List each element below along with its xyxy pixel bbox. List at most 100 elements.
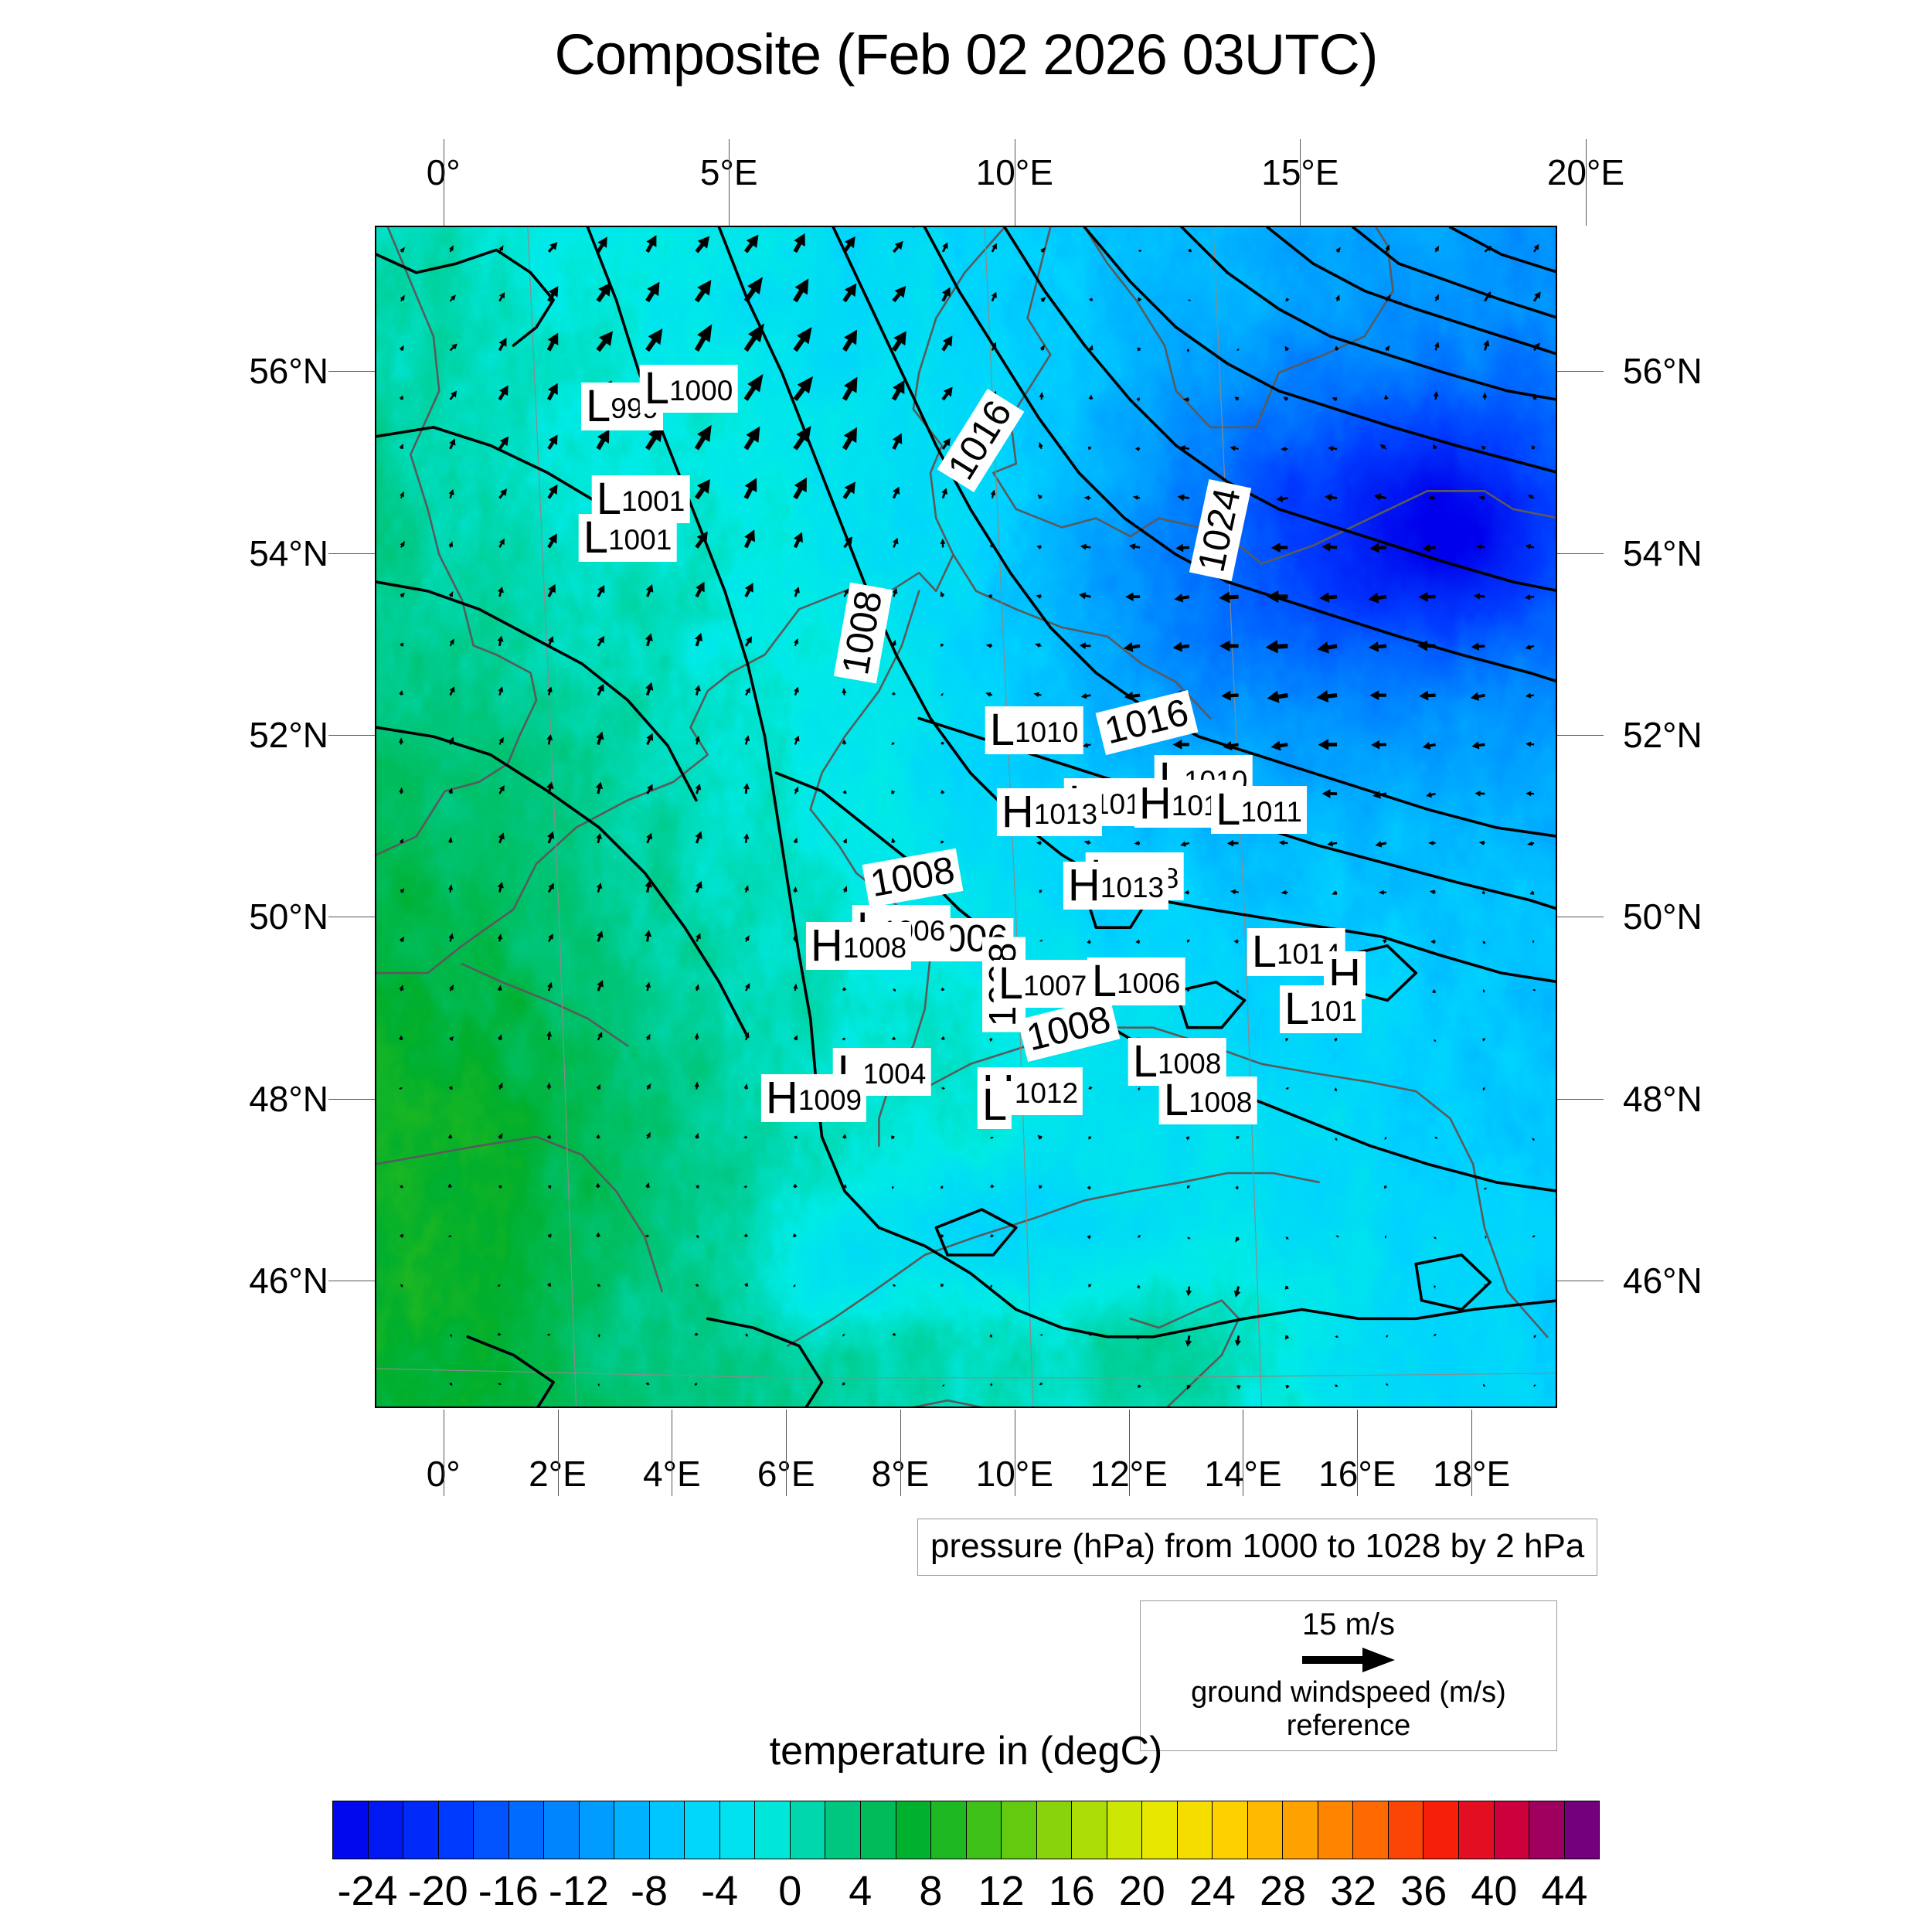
left-tick-label: 48°N xyxy=(249,1078,328,1119)
wind-arrow xyxy=(498,385,509,401)
wind-arrow xyxy=(1382,939,1387,944)
wind-arrow xyxy=(1124,691,1141,701)
weather-map[interactable]: 10161024100810161008-100610081008L999L10… xyxy=(375,226,1557,1408)
wind-arrow xyxy=(743,1185,748,1189)
wind-arrow xyxy=(1529,890,1535,895)
wind-arrow xyxy=(1088,298,1094,301)
wind-arrow xyxy=(597,683,604,696)
wind-arrow xyxy=(1186,1185,1191,1189)
wind-arrow xyxy=(400,1284,403,1288)
pressure-system-type: L xyxy=(1091,956,1117,1006)
wind-arrow xyxy=(1432,988,1437,994)
wind-arrow xyxy=(694,1032,699,1040)
colorbar-tick-label: -12 xyxy=(548,1868,609,1914)
pressure-system-type: L xyxy=(644,363,669,413)
wind-arrow xyxy=(1088,394,1094,400)
colorbar-cell xyxy=(1283,1801,1318,1859)
pressure-system-value: 1010 xyxy=(1014,716,1079,748)
wind-arrow xyxy=(842,427,857,451)
left-tick-mark xyxy=(328,735,375,736)
wind-arrow xyxy=(794,638,799,647)
wind-arrow xyxy=(1471,642,1485,651)
wind-arrow xyxy=(940,987,945,992)
wind-arrow xyxy=(1088,1136,1092,1141)
wind-arrow xyxy=(940,643,944,648)
wind-arrow xyxy=(1369,690,1386,700)
wind-arrow xyxy=(1524,594,1535,600)
wind-arrow xyxy=(450,1333,453,1338)
wind-arrow xyxy=(1223,740,1239,750)
wind-arrow xyxy=(1087,939,1091,944)
wind-arrow xyxy=(1033,692,1042,698)
colorbar-cell xyxy=(544,1801,580,1859)
wind-arrow xyxy=(792,934,798,942)
wind-arrow xyxy=(1079,592,1091,600)
colorbar-cell xyxy=(474,1801,509,1859)
low-pressure-label: L1011 xyxy=(1211,786,1307,834)
wind-arrow xyxy=(1039,392,1044,400)
wind-arrow xyxy=(1321,543,1338,552)
wind-arrow xyxy=(1482,1087,1486,1091)
colorbar-cell xyxy=(403,1801,439,1859)
wind-arrow xyxy=(498,1185,502,1189)
wind-arrow xyxy=(1083,495,1091,501)
wind-arrow xyxy=(892,537,899,548)
wind-arrow xyxy=(399,1233,403,1238)
wind-arrow xyxy=(399,690,404,696)
map-overlays xyxy=(376,227,1556,1406)
wind-arrow xyxy=(1285,1037,1289,1042)
colorbar-cell xyxy=(333,1801,369,1859)
wind-arrow xyxy=(1419,690,1436,701)
right-tick-mark xyxy=(1557,735,1604,736)
wind-arrow xyxy=(1482,988,1485,994)
wind-arrow xyxy=(1088,1284,1092,1288)
wind-arrow xyxy=(1088,1333,1094,1336)
wind-arrow xyxy=(1136,1335,1141,1340)
pressure-system-value: 1007 xyxy=(1022,970,1087,1002)
wind-arrow xyxy=(743,529,756,549)
wind-arrow xyxy=(793,837,798,844)
wind-arrow xyxy=(744,583,753,598)
wind-arrow xyxy=(1270,543,1288,553)
colorbar-tick-label: -4 xyxy=(701,1868,739,1914)
wind-arrow xyxy=(1531,445,1536,450)
colorbar-cell xyxy=(1494,1801,1530,1859)
wind-arrow xyxy=(1285,1384,1290,1389)
wind-arrow xyxy=(645,1182,650,1189)
wind-arrow xyxy=(497,882,504,893)
colorbar-tick-label: 12 xyxy=(978,1868,1025,1914)
wind-arrow xyxy=(645,633,653,647)
wind-arrow xyxy=(1186,1236,1192,1240)
wind-arrow xyxy=(1088,345,1094,351)
wind-arrow xyxy=(1123,641,1141,652)
wind-arrow xyxy=(597,1333,600,1338)
wind-legend-caption: ground windspeed (m/s) reference xyxy=(1191,1676,1506,1742)
wind-arrow xyxy=(1373,493,1387,502)
wind-arrow xyxy=(941,287,951,302)
wind-arrow xyxy=(1484,245,1492,253)
wind-arrow xyxy=(989,1234,995,1238)
pressure-system-type: H xyxy=(765,1073,798,1123)
wind-arrow xyxy=(891,692,896,696)
wind-arrow xyxy=(743,426,760,451)
pressure-system-value: 1000 xyxy=(668,375,733,406)
pressure-legend: pressure (hPa) from 1000 to 1028 by 2 hP… xyxy=(917,1519,1598,1576)
wind-arrow xyxy=(1532,1185,1535,1190)
wind-arrow xyxy=(1187,249,1192,253)
wind-arrow xyxy=(497,934,502,942)
wind-arrow xyxy=(1470,692,1485,701)
wind-arrow xyxy=(597,1284,600,1287)
wind-arrow xyxy=(1332,890,1338,895)
wind-arrow xyxy=(989,1333,993,1338)
pressure-system-type: L xyxy=(981,1080,1008,1130)
wind-arrow xyxy=(1039,940,1044,942)
wind-arrow xyxy=(1335,1383,1338,1387)
pressure-system-value: 1009 xyxy=(798,1084,862,1116)
left-tick-label: 46°N xyxy=(249,1260,328,1301)
colorbar-cell xyxy=(755,1801,791,1859)
wind-arrow xyxy=(842,1383,846,1386)
wind-arrow xyxy=(1378,889,1386,895)
wind-arrow xyxy=(596,832,603,844)
colorbar-tick-label: 0 xyxy=(778,1868,802,1914)
colorbar-tick-label: 36 xyxy=(1400,1868,1447,1914)
